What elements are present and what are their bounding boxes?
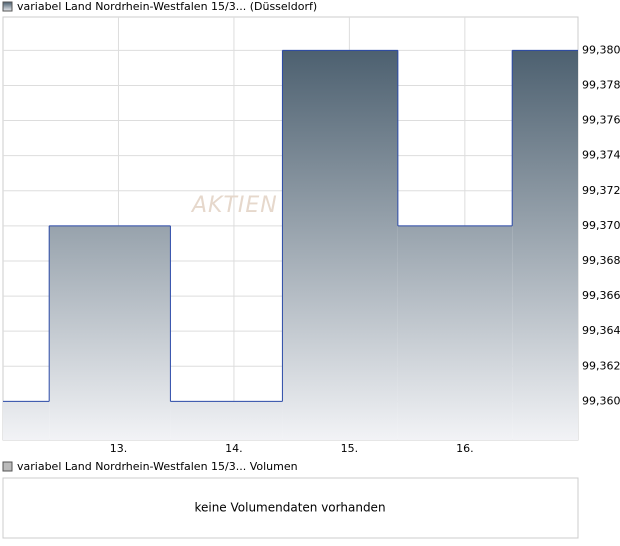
area [397,225,513,440]
y-tick-label: 99,380 [582,43,620,56]
y-tick-label: 99,374 [582,149,620,162]
y-tick-label: 99,372 [582,184,620,197]
legend-icon [2,1,13,12]
legend-entry: variabel Land Nordrhein-Westfalen 15/3..… [17,0,317,13]
y-tick-label: 99,366 [582,289,620,302]
y-tick-label: 99,364 [582,324,620,337]
y-tick-label: 99,368 [582,254,620,267]
x-tick-label: 14. [225,442,243,455]
area [512,50,578,441]
y-tick-label: 99,360 [582,394,620,407]
volume-message: keine Volumendaten vorhanden [194,501,385,515]
volume-panel [2,477,579,539]
area [282,50,398,441]
y-tick-label: 99,376 [582,114,620,127]
x-tick-label: 13. [110,442,128,455]
area [170,401,283,440]
x-tick-label: 16. [456,442,474,455]
y-tick-label: 99,370 [582,219,620,232]
watermark: AKTIEN [190,193,278,218]
legend-entry: variabel Land Nordrhein-Westfalen 15/3..… [17,460,298,473]
area [49,225,171,440]
x-tick-label: 15. [341,442,359,455]
y-tick-label: 99,362 [582,359,620,372]
legend-icon [2,461,13,472]
area [3,401,50,440]
y-tick-label: 99,378 [582,78,620,91]
